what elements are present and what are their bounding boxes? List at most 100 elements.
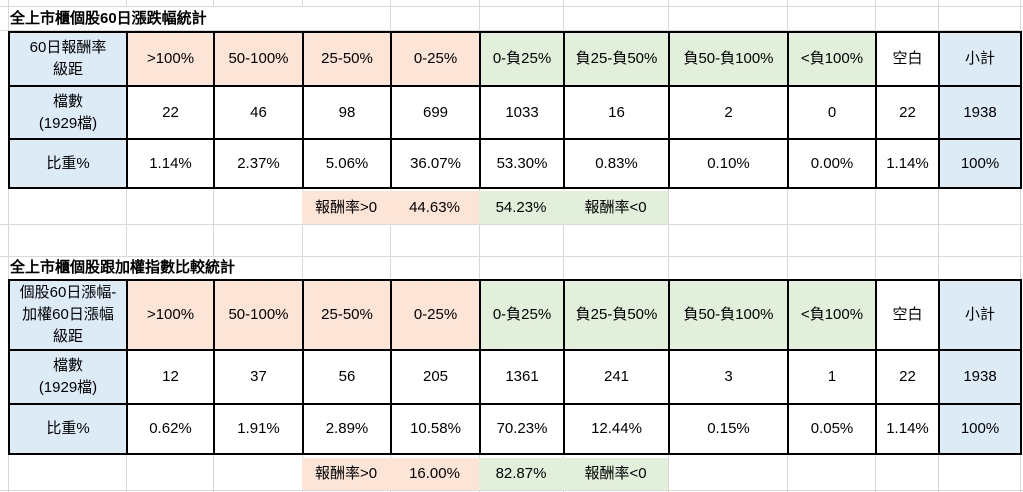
gridline	[0, 256, 1023, 257]
pct-cell: 36.07%	[390, 138, 481, 189]
count-cell: 37	[213, 349, 304, 405]
gridline	[0, 30, 1023, 31]
table2-weight-row: 比重% 0.62% 1.91% 2.89% 10.58% 70.23% 12.4…	[8, 403, 1022, 455]
gridline	[126, 0, 127, 492]
pct-cell: 1.14%	[875, 403, 940, 455]
pct-cell: 0.83%	[563, 138, 670, 189]
pct-cell: 53.30%	[479, 138, 565, 189]
pct-cell: 0.05%	[787, 403, 877, 455]
table2-title: 全上市櫃個股跟加權指數比較統計	[10, 259, 236, 276]
table2: 個股60日漲幅- 加權60日漲幅 級距 >100% 50-100% 25-50%…	[8, 279, 1022, 455]
summary-negative-value: 82.87%	[479, 458, 563, 490]
gridline	[875, 0, 876, 492]
gridline	[668, 0, 669, 492]
count-cell: 1	[787, 349, 877, 405]
col-header-cell: 空白	[875, 31, 940, 87]
gridline	[0, 224, 1023, 225]
col-header-cell: 負25-負50%	[563, 31, 670, 87]
count-cell: 22	[875, 85, 940, 140]
row-label-cell: 比重%	[8, 403, 128, 455]
col-header-cell: 負50-負100%	[668, 31, 789, 87]
summary-positive-value: 44.63%	[390, 191, 479, 224]
col-header-cell: <負100%	[787, 279, 877, 351]
pct-cell: 1.91%	[213, 403, 304, 455]
col-header-cell: 小計	[938, 31, 1022, 87]
gridline	[0, 6, 1023, 7]
gridline	[302, 0, 303, 492]
col-header-cell: 0-負25%	[479, 279, 565, 351]
row-label-cell: 比重%	[8, 138, 128, 189]
pct-cell: 0.10%	[668, 138, 789, 189]
table2-header-row: 個股60日漲幅- 加權60日漲幅 級距 >100% 50-100% 25-50%…	[8, 279, 1022, 351]
corner-header-cell: 個股60日漲幅- 加權60日漲幅 級距	[8, 279, 128, 351]
total-cell: 1938	[938, 349, 1022, 405]
gridline	[390, 0, 391, 492]
col-header-cell: 負25-負50%	[563, 279, 670, 351]
count-cell: 22	[875, 349, 940, 405]
pct-cell: 1.14%	[875, 138, 940, 189]
col-header-cell: 50-100%	[213, 31, 304, 87]
count-cell: 12	[126, 349, 215, 405]
gridline	[213, 0, 214, 492]
gridline	[1020, 0, 1021, 492]
col-header-cell: >100%	[126, 279, 215, 351]
title-cell-background	[9, 7, 390, 30]
count-cell: 22	[126, 85, 215, 140]
col-header-cell: 0-25%	[390, 31, 481, 87]
summary-positive-label: 報酬率>0	[302, 191, 390, 224]
count-cell: 56	[302, 349, 392, 405]
col-header-cell: 50-100%	[213, 279, 304, 351]
table1: 60日報酬率 級距 >100% 50-100% 25-50% 0-25% 0-負…	[8, 31, 1022, 189]
pct-cell: 0.62%	[126, 403, 215, 455]
total-cell: 1938	[938, 85, 1022, 140]
summary-positive-value: 16.00%	[390, 458, 479, 490]
col-header-cell: >100%	[126, 31, 215, 87]
col-header-cell: 空白	[875, 279, 940, 351]
count-cell: 1361	[479, 349, 565, 405]
gridline	[938, 0, 939, 492]
col-header-cell: 小計	[938, 279, 1022, 351]
count-cell: 16	[563, 85, 670, 140]
col-header-cell: 負50-負100%	[668, 279, 789, 351]
pct-cell: 10.58%	[390, 403, 481, 455]
pct-cell: 1.14%	[126, 138, 215, 189]
summary-negative-value: 54.23%	[479, 191, 563, 224]
gridline	[787, 0, 788, 492]
pct-cell: 5.06%	[302, 138, 392, 189]
summary-negative-label: 報酬率<0	[563, 191, 668, 224]
gridline	[563, 0, 564, 492]
summary-positive-label: 報酬率>0	[302, 458, 390, 490]
count-cell: 98	[302, 85, 392, 140]
total-cell: 100%	[938, 138, 1022, 189]
count-cell: 0	[787, 85, 877, 140]
count-cell: 241	[563, 349, 670, 405]
count-cell: 205	[390, 349, 481, 405]
gridline	[0, 490, 1023, 491]
col-header-cell: <負100%	[787, 31, 877, 87]
total-cell: 100%	[938, 403, 1022, 455]
pct-cell: 70.23%	[479, 403, 565, 455]
row-label-cell: 檔數 (1929檔)	[8, 85, 128, 140]
count-cell: 699	[390, 85, 481, 140]
col-header-cell: 0-25%	[390, 279, 481, 351]
col-header-cell: 25-50%	[302, 31, 392, 87]
summary-negative-label: 報酬率<0	[563, 458, 668, 490]
col-header-cell: 25-50%	[302, 279, 392, 351]
pct-cell: 0.00%	[787, 138, 877, 189]
row-label-cell: 檔數 (1929檔)	[8, 349, 128, 405]
col-header-cell: 0-負25%	[479, 31, 565, 87]
count-cell: 1033	[479, 85, 565, 140]
table1-weight-row: 比重% 1.14% 2.37% 5.06% 36.07% 53.30% 0.83…	[8, 138, 1022, 189]
count-cell: 3	[668, 349, 789, 405]
table1-header-row: 60日報酬率 級距 >100% 50-100% 25-50% 0-25% 0-負…	[8, 31, 1022, 87]
gridline	[479, 0, 480, 492]
corner-header-cell: 60日報酬率 級距	[8, 31, 128, 87]
pct-cell: 2.37%	[213, 138, 304, 189]
pct-cell: 0.15%	[668, 403, 789, 455]
table2-count-row: 檔數 (1929檔) 12 37 56 205 1361 241 3 1 22 …	[8, 349, 1022, 405]
table1-count-row: 檔數 (1929檔) 22 46 98 699 1033 16 2 0 22 1…	[8, 85, 1022, 140]
title-cell-background	[9, 257, 302, 279]
pct-cell: 12.44%	[563, 403, 670, 455]
count-cell: 46	[213, 85, 304, 140]
